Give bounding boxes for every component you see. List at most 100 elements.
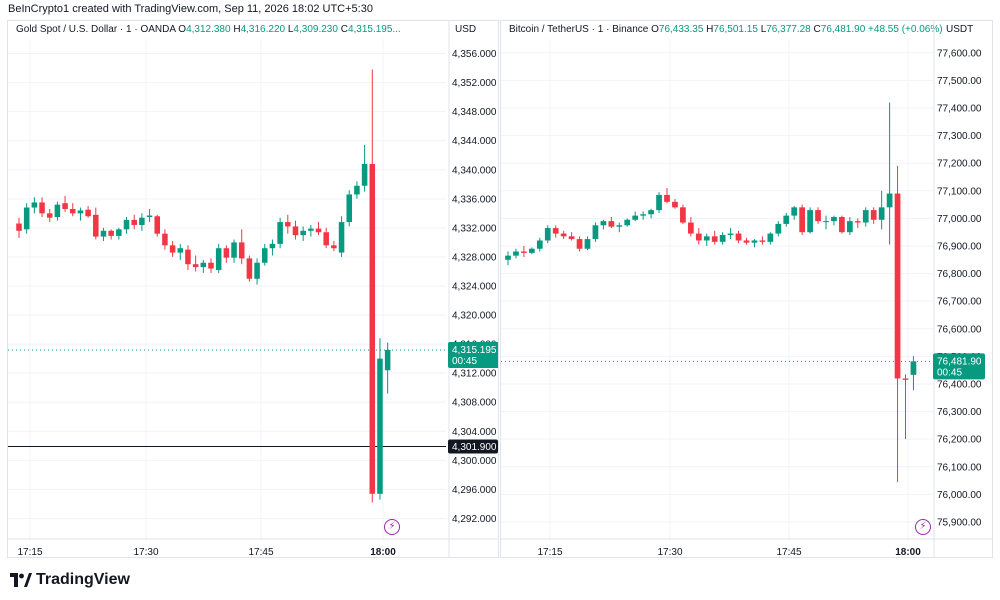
candle[interactable] (323, 227, 329, 249)
candle[interactable] (528, 247, 535, 255)
candle[interactable] (177, 243, 184, 260)
candle[interactable] (93, 207, 99, 240)
candle[interactable] (870, 207, 877, 224)
candle[interactable] (608, 217, 615, 229)
candle[interactable] (648, 208, 654, 219)
candle[interactable] (85, 206, 91, 218)
candle[interactable] (208, 258, 214, 273)
candle[interactable] (162, 229, 168, 250)
candle[interactable] (536, 237, 543, 252)
candle[interactable] (807, 207, 813, 234)
candle[interactable] (799, 204, 806, 235)
candle[interactable] (505, 251, 511, 266)
candle[interactable] (735, 230, 742, 244)
gold-symbol[interactable]: Gold Spot / U.S. Dollar · 1 · OANDA (16, 24, 176, 35)
candle[interactable] (231, 239, 237, 263)
candle[interactable] (878, 190, 885, 230)
candle[interactable] (215, 243, 222, 273)
candle[interactable] (560, 230, 567, 240)
candle[interactable] (246, 255, 253, 282)
candle[interactable] (664, 188, 670, 204)
tradingview-logo[interactable]: TradingView (10, 571, 130, 589)
candle[interactable] (100, 227, 107, 241)
candle[interactable] (751, 239, 758, 248)
candle[interactable] (223, 245, 230, 263)
candle[interactable] (791, 205, 798, 220)
candle[interactable] (854, 218, 861, 229)
candle[interactable] (331, 240, 337, 252)
candle[interactable] (31, 197, 38, 214)
candle[interactable] (269, 239, 276, 256)
candle[interactable] (23, 203, 30, 234)
candle[interactable] (902, 374, 909, 440)
candle[interactable] (308, 224, 314, 237)
candle[interactable] (361, 145, 368, 192)
candle[interactable] (46, 208, 53, 223)
candle[interactable] (69, 203, 76, 217)
candle[interactable] (743, 237, 750, 245)
candle[interactable] (759, 236, 766, 245)
candle[interactable] (592, 222, 599, 242)
candle[interactable] (354, 181, 360, 199)
candle[interactable] (576, 236, 583, 252)
candle[interactable] (624, 218, 631, 227)
candle[interactable] (39, 197, 45, 217)
candle[interactable] (154, 214, 161, 237)
candle[interactable] (711, 230, 718, 245)
btc-symbol[interactable]: Bitcoin / TetherUS · 1 · Binance (509, 24, 649, 35)
candle[interactable] (200, 259, 207, 273)
candle[interactable] (552, 225, 559, 238)
candle[interactable] (823, 215, 829, 230)
candle[interactable] (839, 215, 845, 234)
candle[interactable] (584, 236, 591, 251)
candle[interactable] (703, 233, 710, 246)
candle[interactable] (369, 69, 376, 503)
candle[interactable] (285, 214, 291, 234)
candle[interactable] (277, 217, 283, 249)
btc-chart-panel[interactable]: Bitcoin / TetherUS · 1 · Binance O76,433… (500, 20, 993, 558)
candle[interactable] (384, 342, 391, 394)
candle[interactable] (300, 226, 306, 241)
candle[interactable] (139, 213, 145, 231)
candle[interactable] (775, 221, 782, 237)
candle[interactable] (680, 204, 686, 224)
candle[interactable] (192, 255, 199, 272)
candle[interactable] (862, 207, 869, 227)
candle[interactable] (894, 165, 901, 482)
gold-chart-svg[interactable]: 4,292.000 4,296.000 4,300.000 4,304.000 4,30… (8, 21, 498, 557)
candle[interactable] (315, 222, 322, 236)
candle[interactable] (169, 240, 176, 257)
candle[interactable] (783, 212, 790, 227)
candle[interactable] (54, 201, 61, 221)
candle[interactable] (254, 258, 260, 285)
candle[interactable] (338, 216, 345, 257)
candle[interactable] (62, 195, 68, 212)
lightning-icon[interactable]: ⚡ (384, 519, 400, 535)
candle[interactable] (632, 211, 639, 222)
candle[interactable] (640, 211, 647, 220)
candle[interactable] (261, 243, 268, 266)
candle[interactable] (767, 232, 774, 245)
btc-chart-svg[interactable]: 75,900.00 76,000.00 76,100.00 76,200.00 76,3… (501, 21, 992, 557)
candle[interactable] (727, 228, 734, 240)
candle[interactable] (656, 192, 662, 213)
candle[interactable] (695, 228, 702, 245)
candle[interactable] (146, 208, 153, 223)
candle[interactable] (600, 219, 607, 230)
candle[interactable] (346, 190, 353, 227)
candle[interactable] (123, 216, 130, 234)
candle[interactable] (238, 229, 245, 265)
candle[interactable] (672, 199, 678, 209)
candle[interactable] (292, 220, 299, 240)
candle[interactable] (831, 215, 837, 226)
candle[interactable] (116, 227, 122, 240)
candle[interactable] (185, 245, 191, 271)
candle[interactable] (521, 245, 527, 258)
candle[interactable] (568, 232, 575, 241)
candle[interactable] (910, 356, 917, 391)
candle[interactable] (16, 217, 22, 239)
candle[interactable] (719, 232, 726, 245)
candle[interactable] (846, 217, 853, 235)
candle[interactable] (815, 207, 821, 224)
candle[interactable] (377, 338, 383, 500)
